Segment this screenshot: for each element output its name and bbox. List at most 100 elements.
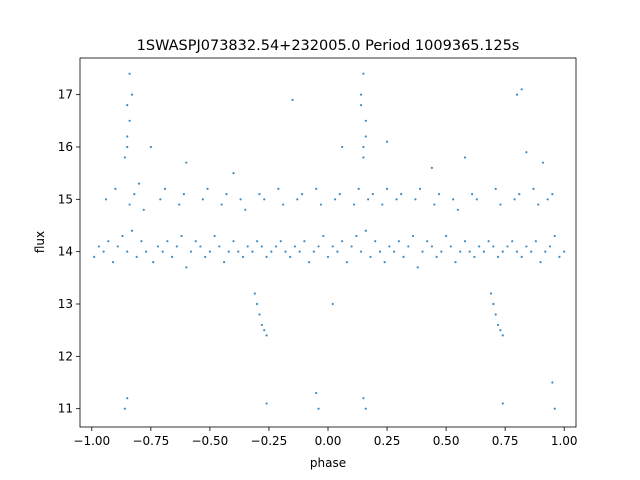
data-point — [416, 266, 419, 269]
data-point — [525, 151, 528, 154]
data-point — [553, 407, 556, 410]
data-point — [194, 240, 197, 243]
data-point — [303, 240, 306, 243]
data-point — [263, 329, 266, 332]
data-point — [397, 240, 400, 243]
data-point — [102, 250, 105, 253]
data-point — [315, 187, 318, 190]
chart-title: 1SWASPJ073832.54+232005.0 Period 1009365… — [137, 38, 520, 54]
data-point — [445, 234, 448, 238]
data-point — [265, 402, 268, 405]
data-point — [126, 145, 129, 149]
data-point — [421, 250, 424, 253]
data-point — [93, 255, 96, 258]
data-point — [336, 250, 339, 253]
data-point — [359, 250, 363, 253]
data-point — [265, 334, 268, 337]
data-point — [515, 250, 519, 253]
data-point — [470, 192, 474, 196]
data-point — [121, 234, 124, 238]
data-point — [319, 203, 323, 206]
data-point — [355, 234, 358, 238]
data-point — [298, 250, 301, 253]
data-point — [178, 203, 181, 206]
data-point — [440, 250, 443, 253]
data-point — [251, 250, 254, 253]
data-point — [362, 397, 365, 400]
data-point — [496, 323, 500, 327]
data-point — [277, 187, 280, 190]
data-point — [204, 255, 207, 258]
data-point — [350, 245, 353, 248]
data-point — [534, 240, 537, 243]
data-point — [414, 198, 417, 201]
data-point — [530, 250, 533, 253]
data-point — [171, 255, 174, 258]
data-point — [296, 198, 299, 201]
data-point — [435, 255, 438, 258]
data-point — [260, 323, 263, 327]
data-point — [289, 255, 292, 258]
data-point — [546, 198, 549, 201]
y-axis: 11 12 13 14 15 16 17 — [58, 88, 80, 416]
data-point — [364, 229, 367, 232]
data-point — [345, 261, 348, 264]
data-point — [258, 192, 261, 196]
data-point — [256, 240, 259, 243]
data-point — [501, 402, 504, 405]
data-point — [478, 245, 481, 248]
data-point — [152, 261, 155, 264]
data-point — [145, 250, 148, 253]
data-point — [244, 208, 247, 211]
data-point — [126, 250, 129, 253]
data-point — [166, 240, 169, 243]
data-point — [123, 407, 126, 410]
x-axis-label: phase — [310, 456, 346, 470]
data-point — [395, 198, 398, 201]
data-point — [374, 240, 377, 243]
data-point — [419, 187, 422, 190]
data-point — [126, 135, 129, 138]
data-point — [371, 192, 374, 196]
data-point — [378, 250, 382, 253]
data-point — [163, 187, 167, 190]
data-point — [385, 140, 389, 143]
y-tick-label: 14 — [58, 245, 73, 259]
y-tick-label: 13 — [58, 297, 73, 311]
data-point — [135, 255, 138, 258]
data-point — [563, 250, 566, 253]
x-tick-label: 0.00 — [315, 434, 342, 448]
data-point — [128, 72, 131, 75]
data-point — [473, 255, 476, 258]
x-tick-label: 0.50 — [433, 434, 460, 448]
data-point — [449, 245, 452, 248]
data-point — [97, 245, 100, 248]
x-tick-label: 1.00 — [551, 434, 578, 448]
data-point — [515, 93, 519, 96]
data-point — [201, 198, 204, 201]
data-point — [402, 255, 405, 258]
x-tick-label: −0.50 — [192, 434, 229, 448]
data-point — [359, 104, 363, 107]
data-point — [331, 302, 334, 306]
data-point — [189, 250, 193, 253]
data-point — [308, 261, 311, 264]
x-tick-label: −0.25 — [251, 434, 288, 448]
data-point — [433, 203, 436, 206]
data-point — [511, 240, 514, 243]
data-point — [506, 245, 509, 248]
data-point — [104, 198, 108, 201]
data-point — [279, 240, 282, 243]
data-point — [317, 245, 320, 248]
data-point — [411, 234, 415, 238]
data-point — [426, 240, 429, 243]
data-point — [137, 182, 141, 185]
x-tick-label: −1.00 — [73, 434, 110, 448]
data-point — [456, 208, 459, 211]
data-point — [126, 104, 129, 107]
data-point — [520, 88, 523, 91]
data-point — [492, 302, 495, 306]
data-point — [263, 198, 266, 201]
data-point — [437, 192, 441, 196]
data-point — [499, 203, 502, 206]
